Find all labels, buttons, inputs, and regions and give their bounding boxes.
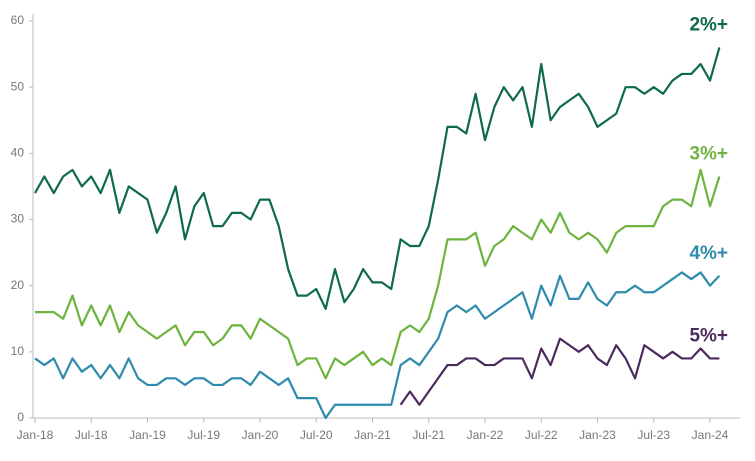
series-label: 3%+ <box>689 144 728 165</box>
y-tick-label: 20 <box>11 278 25 292</box>
x-tick-label: Jan-20 <box>242 428 279 442</box>
y-tick-label: 40 <box>11 146 25 160</box>
x-tick-label: Jul-22 <box>525 428 558 442</box>
x-tick-label: Jan-18 <box>17 428 54 442</box>
x-tick-label: Jul-19 <box>187 428 220 442</box>
y-tick-label: 60 <box>11 13 25 27</box>
y-tick-label: 10 <box>11 344 25 358</box>
x-tick-label: Jan-22 <box>467 428 504 442</box>
x-tick-label: Jul-20 <box>300 428 333 442</box>
y-tick-label: 0 <box>17 410 24 424</box>
x-tick-label: Jul-21 <box>412 428 445 442</box>
x-tick-label: Jan-19 <box>129 428 166 442</box>
y-tick-label: 30 <box>11 212 25 226</box>
series-line <box>34 47 721 310</box>
series-line <box>35 168 721 380</box>
series-line <box>399 337 720 406</box>
x-tick-label: Jan-24 <box>692 428 729 442</box>
series-label: 4%+ <box>689 243 728 264</box>
x-tick-label: Jul-18 <box>75 428 108 442</box>
series-label: 2%+ <box>689 14 728 35</box>
series-line <box>34 271 721 420</box>
x-tick-label: Jan-23 <box>579 428 616 442</box>
x-tick-label: Jul-23 <box>637 428 670 442</box>
series-label: 5%+ <box>689 325 728 346</box>
y-tick-label: 50 <box>11 79 25 93</box>
x-tick-label: Jan-21 <box>354 428 391 442</box>
